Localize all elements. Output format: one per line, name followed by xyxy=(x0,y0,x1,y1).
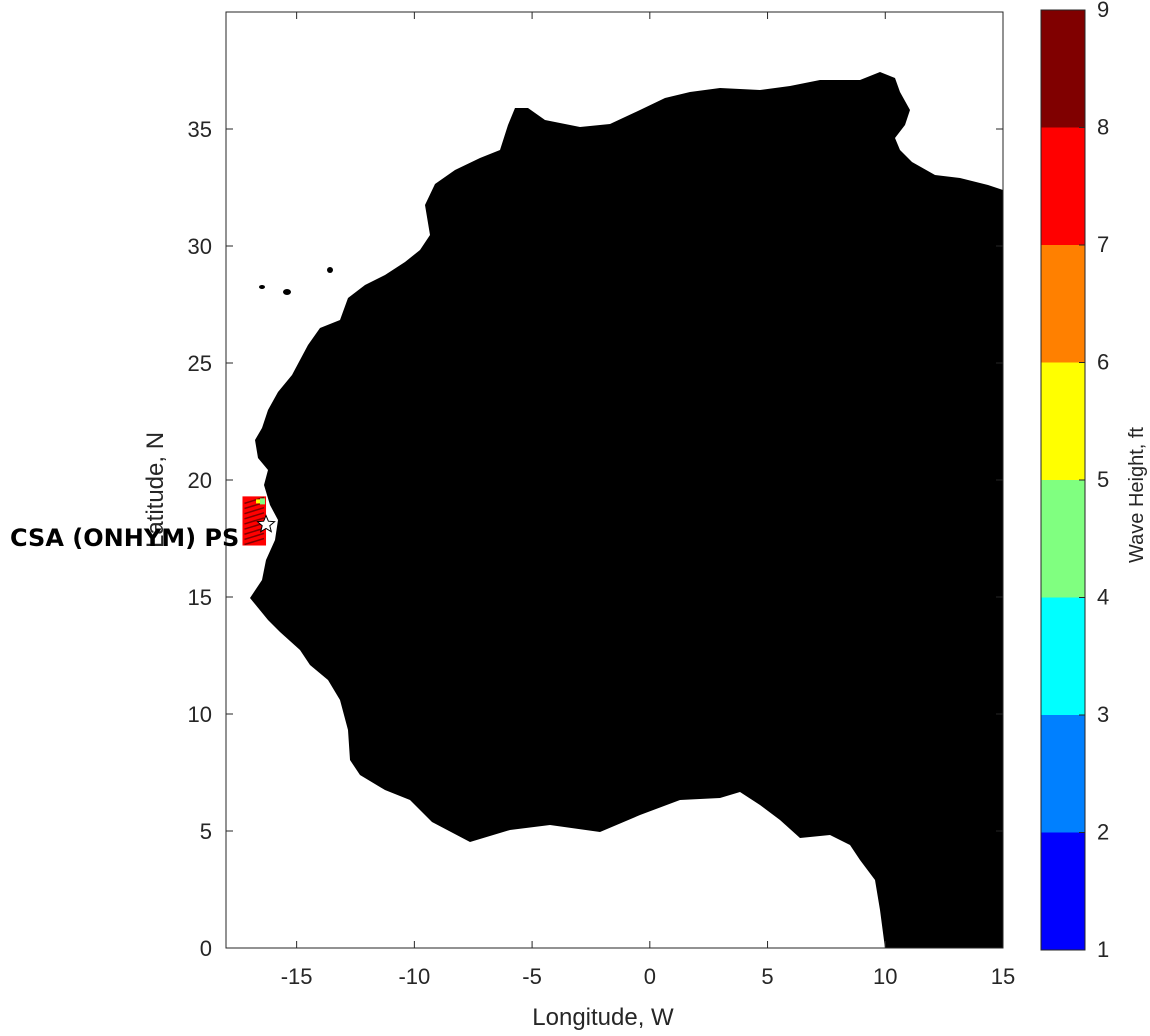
x-tick-label: -15 xyxy=(281,964,313,989)
colorbar xyxy=(1040,9,1086,951)
y-axis-ticks: 0 5 10 15 20 25 30 35 xyxy=(188,117,1003,961)
colorbar-tick-label: 1 xyxy=(1097,937,1109,962)
colorbar-bin xyxy=(1041,832,1085,950)
x-tick-label: 0 xyxy=(644,964,656,989)
wave-height-patch xyxy=(242,496,267,546)
wave-vector xyxy=(244,532,265,541)
y-tick-label: 0 xyxy=(200,936,212,961)
y-tick-label: 10 xyxy=(188,702,212,727)
colorbar-bin xyxy=(1041,480,1085,598)
colorbar-tick-label: 8 xyxy=(1097,115,1109,140)
colorbar-tick-label: 2 xyxy=(1097,820,1109,845)
x-tick-label: -5 xyxy=(522,964,542,989)
y-axis-label: Latitude, N xyxy=(142,432,169,548)
y-tick-label: 5 xyxy=(200,819,212,844)
wave-vector xyxy=(244,517,265,525)
colorbar-bin xyxy=(1041,10,1085,128)
x-tick-label: 10 xyxy=(873,964,897,989)
colorbar-tick-label: 3 xyxy=(1097,702,1109,727)
colorbar-tick-label: 6 xyxy=(1097,350,1109,375)
wave-vector xyxy=(244,537,265,546)
y-tick-label: 20 xyxy=(188,468,212,493)
y-tick-label: 15 xyxy=(188,585,212,610)
y-tick-label: 30 xyxy=(188,234,212,259)
colorbar-tick-label: 5 xyxy=(1097,467,1109,492)
x-axis-label: Longitude, W xyxy=(532,1004,674,1031)
island xyxy=(283,289,291,295)
colorbar-bin xyxy=(1041,597,1085,715)
island xyxy=(259,285,265,289)
island xyxy=(327,267,333,273)
colorbar-bin xyxy=(1041,127,1085,245)
y-tick-label: 25 xyxy=(188,351,212,376)
wave-patch-cell xyxy=(260,498,266,505)
wave-patch-cell xyxy=(256,499,261,504)
colorbar-tick-label: 9 xyxy=(1097,0,1109,22)
y-tick-label: 35 xyxy=(188,117,212,142)
x-tick-label: 5 xyxy=(761,964,773,989)
colorbar-bin xyxy=(1041,715,1085,833)
wave-vector xyxy=(244,512,265,520)
colorbar-label: Wave Height, ft xyxy=(1126,427,1148,563)
land-mass xyxy=(250,72,1003,948)
colorbar-tick-label: 7 xyxy=(1097,232,1109,257)
site-marker-star-icon xyxy=(256,514,276,533)
wave-vector xyxy=(244,506,265,515)
x-axis-ticks: -15 -10 -5 0 5 10 15 xyxy=(281,12,1015,989)
wave-vector xyxy=(244,527,265,535)
colorbar-bin xyxy=(1041,245,1085,363)
x-tick-label: -10 xyxy=(398,964,430,989)
colorbar-bin xyxy=(1041,362,1085,480)
colorbar-ticks: 1 2 3 4 5 6 7 8 9 xyxy=(1079,0,1109,962)
x-tick-label: 15 xyxy=(991,964,1015,989)
site-label: CSA (ONHYM) PS xyxy=(10,524,239,552)
colorbar-tick-label: 4 xyxy=(1097,585,1109,610)
